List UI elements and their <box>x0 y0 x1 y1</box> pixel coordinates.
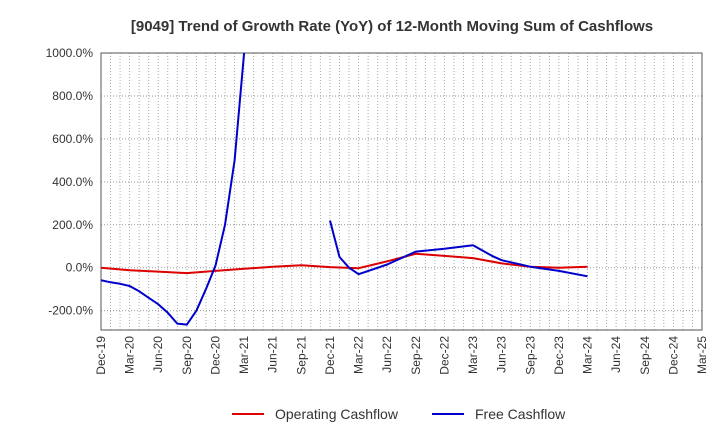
x-tick-label: Sep-20 <box>180 336 194 375</box>
free-cashflow-line <box>329 220 588 278</box>
x-tick-label: Jun-20 <box>151 336 165 373</box>
y-axis: -200.0% 0.0% 200.0% 400.0% 600.0% 800.0% 1000.… <box>46 46 94 318</box>
chart-title: [9049] Trend of Growth Rate (YoY) of 12-… <box>131 18 653 35</box>
legend: Operating Cashflow Free Cashflow <box>232 406 566 422</box>
plot-border <box>100 52 703 331</box>
x-tick-label: Mar-22 <box>352 336 366 374</box>
x-tick-label: Dec-22 <box>437 336 451 375</box>
x-tick-label: Mar-23 <box>466 336 480 374</box>
y-tick-label: 400.0% <box>52 175 93 189</box>
x-tick-label: Mar-20 <box>123 336 137 374</box>
legend-label-operating-cashflow: Operating Cashflow <box>275 406 399 422</box>
free-cashflow-line <box>101 53 246 326</box>
x-tick-label: Sep-24 <box>638 336 652 375</box>
x-tick-label: Mar-25 <box>695 336 709 374</box>
y-tick-label: 800.0% <box>52 89 93 103</box>
operating-cashflow-line <box>101 252 588 275</box>
x-tick-label: Jun-23 <box>495 336 509 373</box>
x-tick-label: Dec-21 <box>323 336 337 375</box>
grid-lines <box>100 52 703 330</box>
x-axis: Dec-19 Mar-20 Jun-20 Sep-20 Dec-20 Mar-21 Jun-… <box>94 336 709 375</box>
plot-area <box>101 53 702 330</box>
y-tick-label: 600.0% <box>52 132 93 146</box>
x-tick-label: Mar-24 <box>581 336 595 374</box>
x-tick-label: Jun-21 <box>266 336 280 373</box>
legend-label-free-cashflow: Free Cashflow <box>475 406 566 422</box>
y-tick-label: -200.0% <box>48 304 93 318</box>
y-tick-label: 0.0% <box>66 261 94 275</box>
x-tick-label: Sep-21 <box>294 336 308 375</box>
x-tick-label: Dec-23 <box>552 336 566 375</box>
x-tick-label: Dec-20 <box>208 336 222 375</box>
y-tick-label: 1000.0% <box>46 46 94 60</box>
x-tick-label: Jun-24 <box>609 336 623 373</box>
x-tick-label: Jun-22 <box>380 336 394 373</box>
x-tick-label: Dec-24 <box>666 336 680 375</box>
y-tick-label: 200.0% <box>52 218 93 232</box>
series-lines <box>101 53 588 326</box>
x-tick-label: Mar-21 <box>237 336 251 374</box>
x-tick-label: Sep-22 <box>409 336 423 375</box>
x-tick-label: Dec-19 <box>94 336 108 375</box>
x-tick-label: Sep-23 <box>523 336 537 375</box>
